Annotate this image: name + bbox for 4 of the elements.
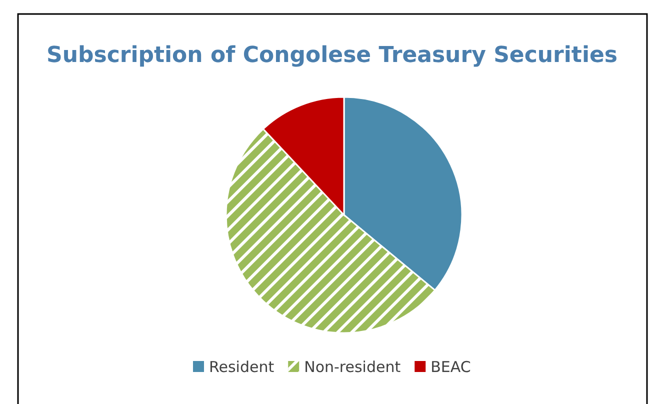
legend-label: Non-resident: [304, 358, 401, 376]
legend-label: Resident: [209, 358, 274, 376]
legend-label: BEAC: [430, 358, 471, 376]
chart-title: Subscription of Congolese Treasury Securities: [46, 43, 618, 68]
